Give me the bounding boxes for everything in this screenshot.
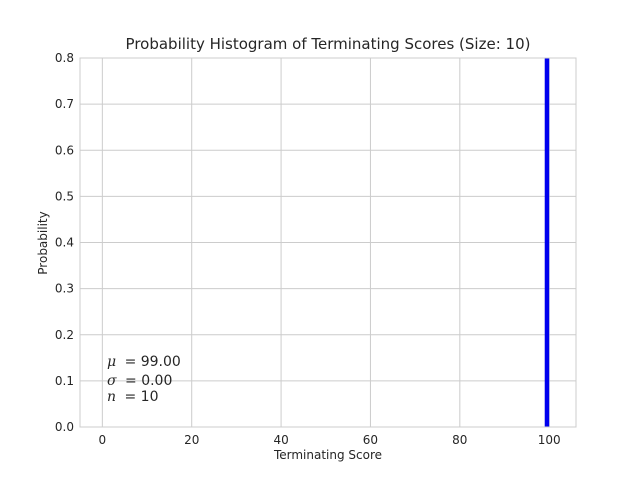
x-tick-label: 100 xyxy=(538,433,561,447)
count-stat: n = 10 xyxy=(107,389,158,405)
mean-symbol: μ xyxy=(107,354,116,370)
y-tick-label: 0.8 xyxy=(55,51,74,65)
x-axis-label: Terminating Score xyxy=(273,448,382,462)
std-symbol: σ xyxy=(107,373,117,389)
grid-lines xyxy=(80,57,576,428)
y-tick-label: 0.6 xyxy=(55,143,74,157)
bars-group xyxy=(544,58,550,427)
chart-title: Probability Histogram of Terminating Sco… xyxy=(126,35,531,53)
y-tick-label: 0.5 xyxy=(55,189,74,203)
y-tick-label: 0.4 xyxy=(55,236,74,250)
y-tick-label: 0.3 xyxy=(55,282,74,296)
y-tick-label: 0.1 xyxy=(55,374,74,388)
mean-value: = 99.00 xyxy=(125,354,181,370)
stats-annotation: μ = 99.00 σ = 0.00 n = 10 xyxy=(107,354,181,405)
x-tick-label: 0 xyxy=(99,433,107,447)
x-tick-labels: 0 20 40 60 80 100 xyxy=(99,433,561,447)
x-tick-label: 80 xyxy=(452,433,467,447)
count-symbol: n xyxy=(107,389,116,405)
x-tick-label: 60 xyxy=(363,433,378,447)
y-tick-label: 0.2 xyxy=(55,328,74,342)
y-tick-label: 0.0 xyxy=(55,420,74,434)
y-tick-labels: 0.0 0.1 0.2 0.3 0.4 0.5 0.6 0.7 0.8 xyxy=(55,51,74,434)
x-tick-label: 20 xyxy=(184,433,199,447)
histogram-bar xyxy=(544,58,550,427)
plot-frame xyxy=(79,57,577,428)
std-stat: σ = 0.00 xyxy=(107,373,172,389)
count-value: = 10 xyxy=(124,389,158,405)
x-tick-label: 40 xyxy=(273,433,288,447)
y-axis-label: Probability xyxy=(36,211,50,274)
mean-stat: μ = 99.00 xyxy=(107,354,181,370)
y-tick-label: 0.7 xyxy=(55,97,74,111)
std-value: = 0.00 xyxy=(125,373,172,389)
